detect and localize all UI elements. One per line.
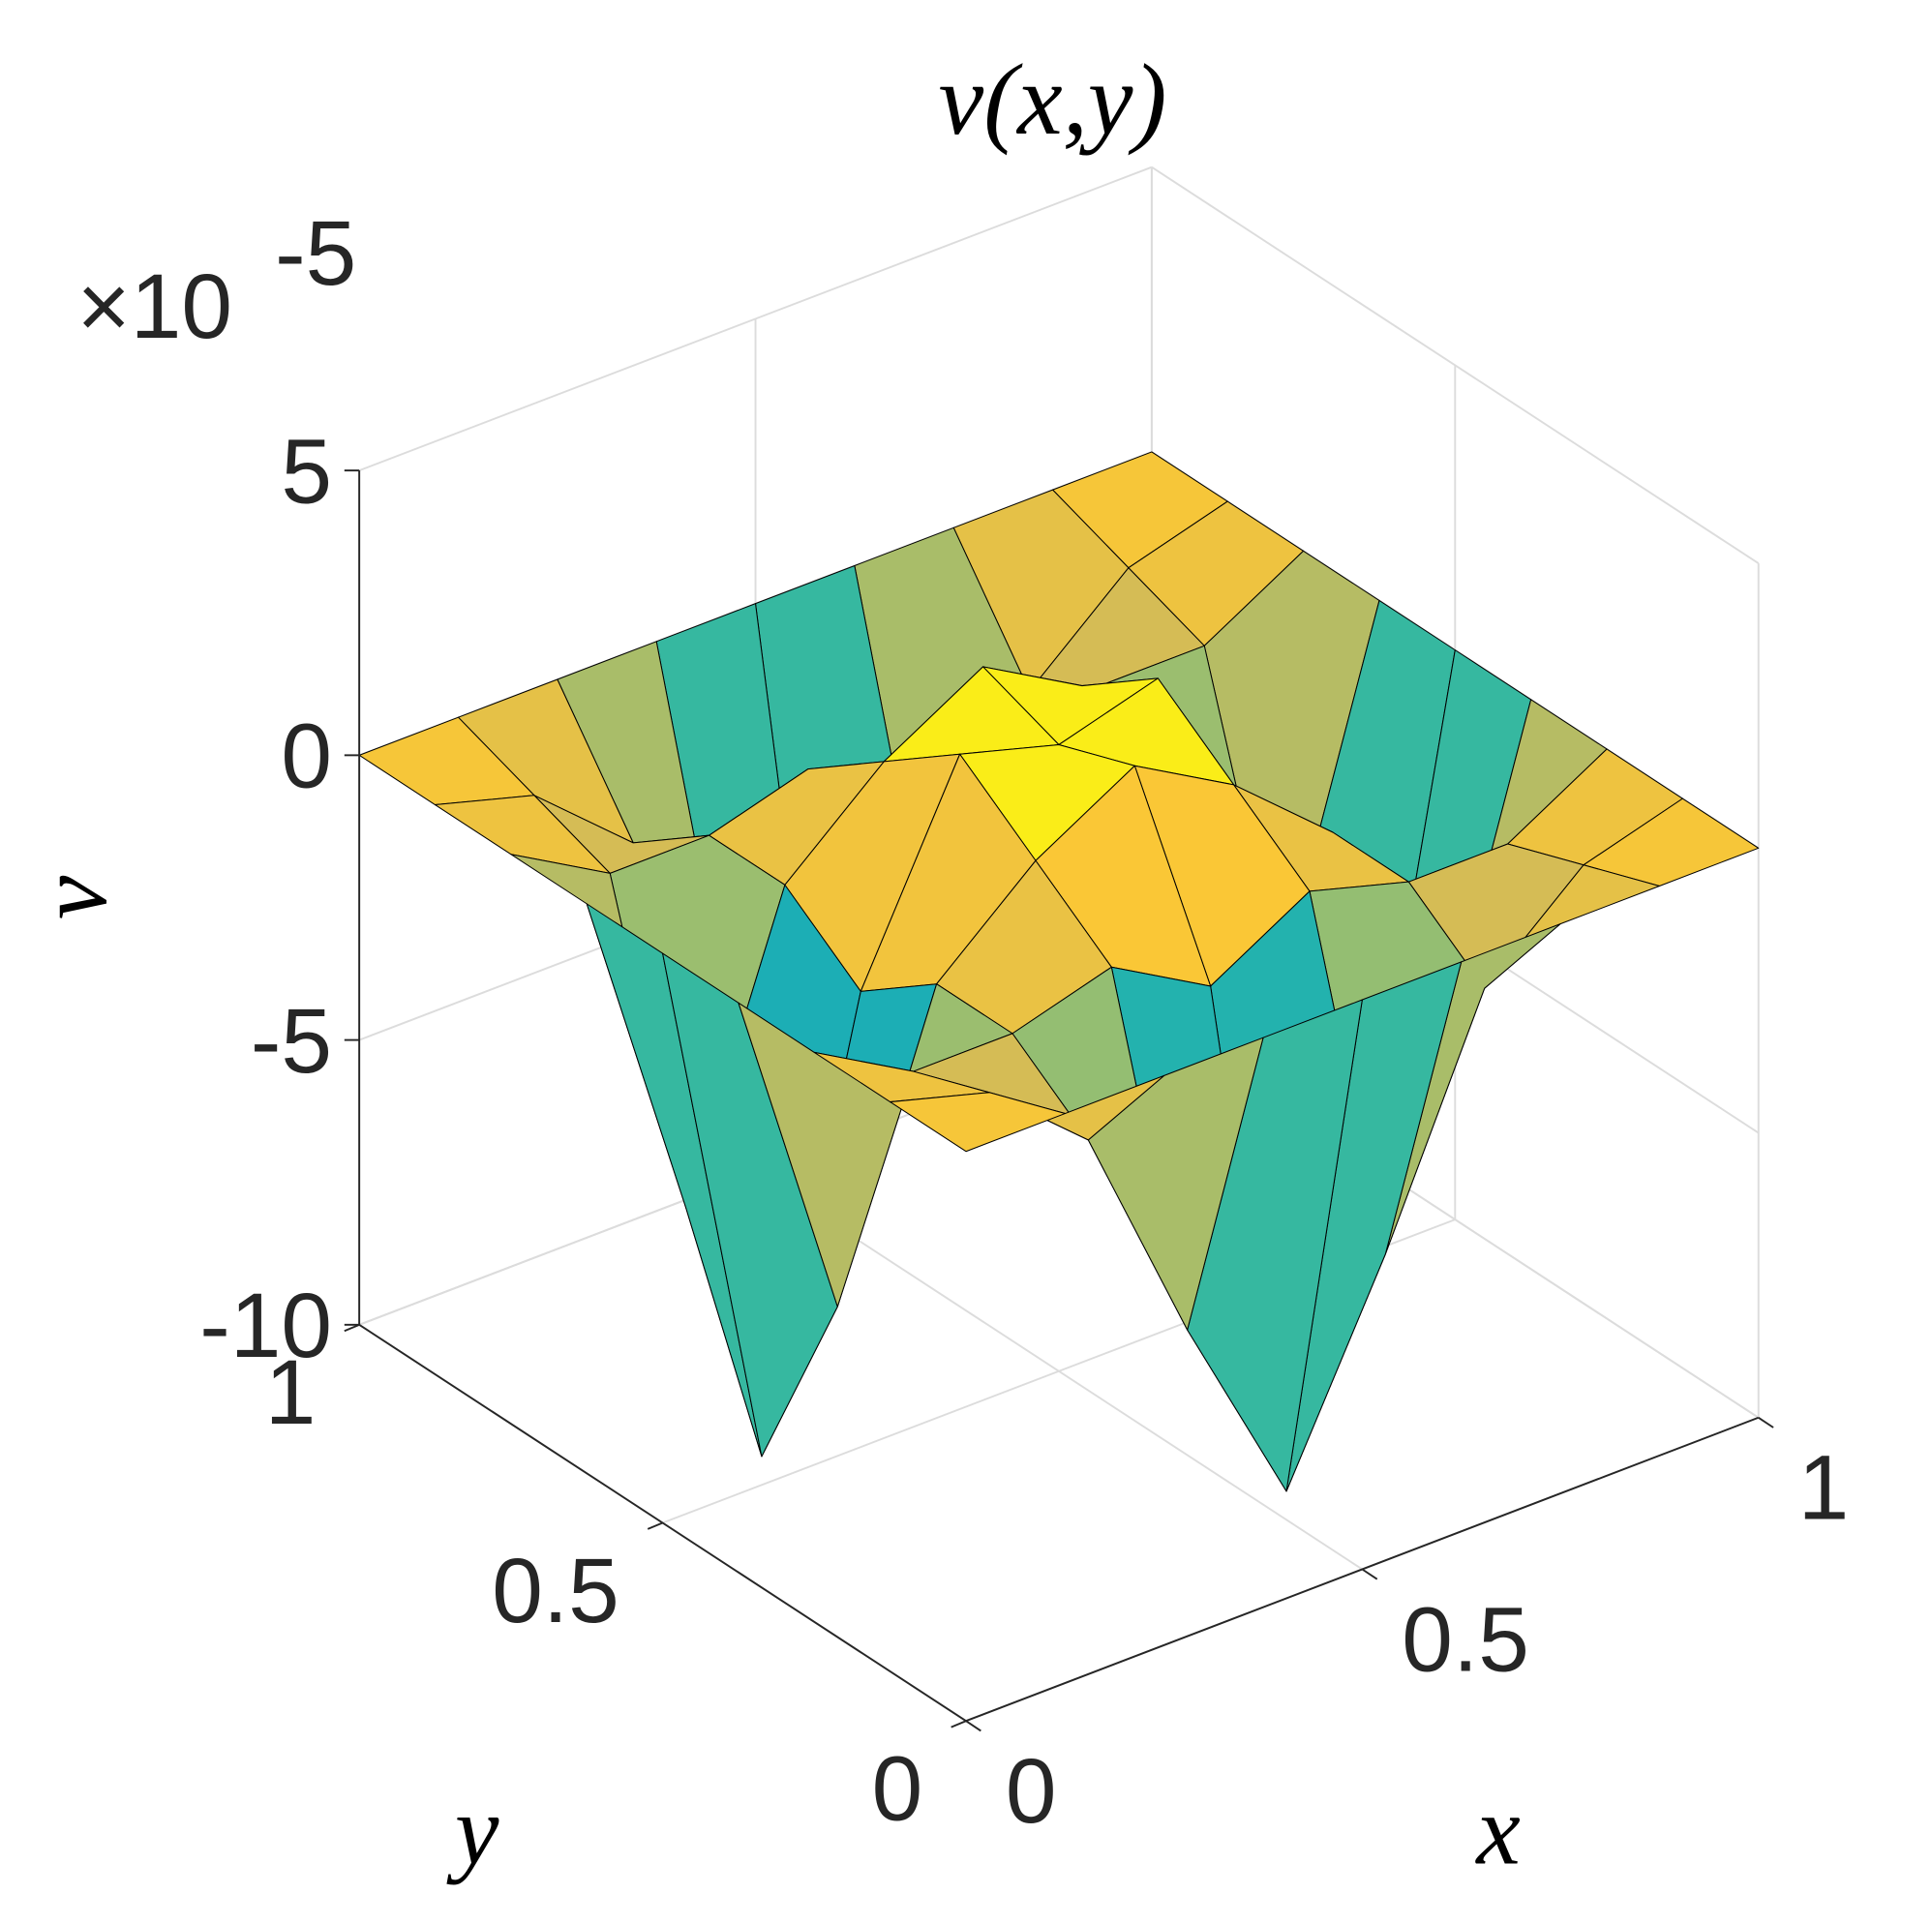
x-tick-label: 0 [1006, 1740, 1057, 1843]
y-axis-label: y [446, 1776, 499, 1885]
y-tick-mark [951, 1720, 967, 1729]
y-tick-label: 1 [265, 1341, 317, 1444]
z-scale-exponent: -5 [275, 202, 356, 305]
x-tick-label: 0.5 [1402, 1588, 1529, 1691]
y-tick-label: 0.5 [492, 1540, 619, 1642]
z-tick-label: 5 [281, 420, 332, 523]
y-tick-mark [344, 1323, 360, 1333]
z-tick-label: -5 [251, 990, 332, 1093]
x-tick-mark [965, 1720, 981, 1732]
z-scale-base: ×10 [76, 256, 232, 358]
x-tick-mark [1361, 1568, 1378, 1580]
x-axis-label: x [1474, 1776, 1520, 1885]
chart-title: v(x,y) [939, 44, 1167, 156]
y-tick-label: 0 [872, 1738, 923, 1841]
surface-patch [890, 1092, 1066, 1153]
z-axis-label: v [18, 875, 128, 919]
x-tick-mark [1758, 1416, 1774, 1428]
x-tick-label: 1 [1798, 1437, 1850, 1540]
y-tick-mark [647, 1521, 663, 1530]
axes-layer: -10 -5 0 5 0 0.5 1 0 0.5 1 [199, 420, 1849, 1843]
z-tick-label: 0 [281, 706, 332, 808]
z-tick-label: -10 [199, 1275, 332, 1377]
surface-layer [358, 451, 1760, 1492]
